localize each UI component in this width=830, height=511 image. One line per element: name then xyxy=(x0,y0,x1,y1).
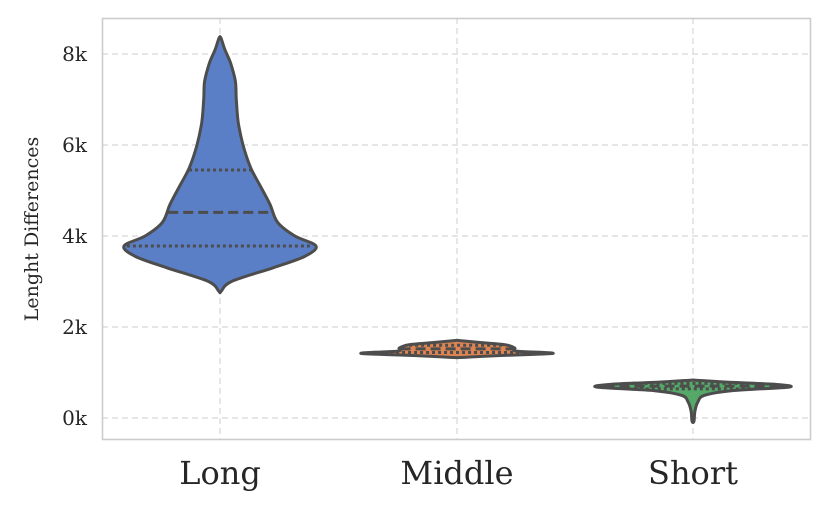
x-category-labels: Long Middle Short xyxy=(179,454,738,492)
x-category-label: Middle xyxy=(400,454,513,492)
y-tick-label: 2k xyxy=(62,315,88,339)
violin-body xyxy=(593,378,793,424)
violin-long xyxy=(122,35,318,295)
x-category-label: Short xyxy=(648,454,738,492)
y-tick-label: 6k xyxy=(62,133,88,157)
violin-body xyxy=(359,338,555,360)
plot-frame xyxy=(101,17,812,441)
violin-body xyxy=(122,35,318,295)
y-tick-label: 8k xyxy=(62,42,88,66)
y-tick-label: 0k xyxy=(62,406,88,430)
violin-short xyxy=(593,378,793,424)
violins xyxy=(122,35,793,424)
x-category-label: Long xyxy=(179,454,261,492)
grid-lines xyxy=(102,18,810,439)
violin-middle xyxy=(359,338,555,360)
y-tick-labels: 0k 2k 4k 6k 8k xyxy=(62,42,88,430)
y-axis-title: Lenght Differences xyxy=(21,137,43,321)
y-tick-label: 4k xyxy=(62,224,88,248)
